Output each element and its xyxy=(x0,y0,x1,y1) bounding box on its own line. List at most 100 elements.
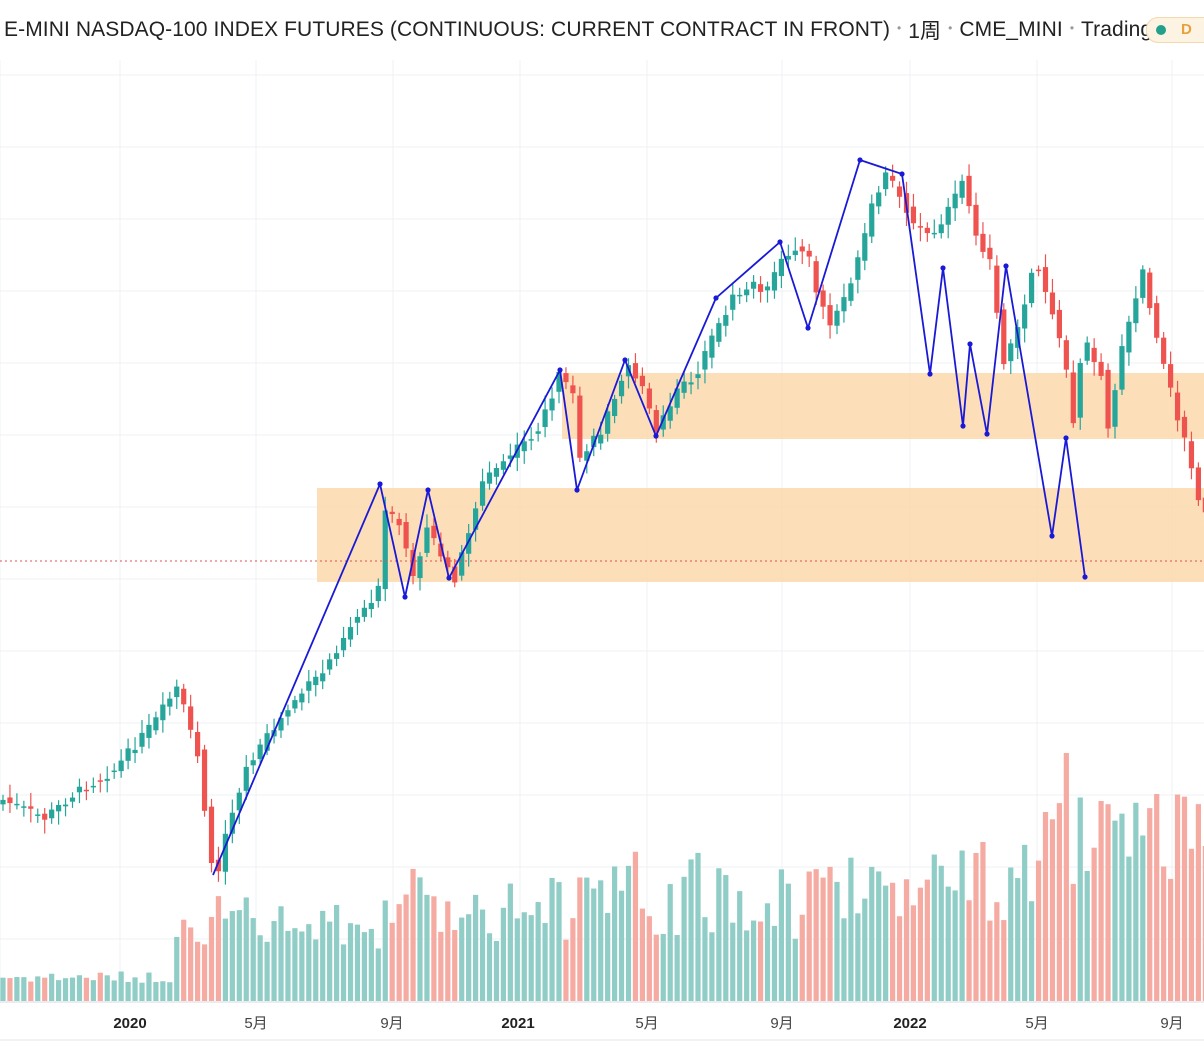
volume-bar-up xyxy=(702,917,708,1001)
volume-bar-up xyxy=(222,918,228,1001)
candle-body-down xyxy=(563,373,569,383)
candle-body-down xyxy=(389,511,395,515)
volume-bar-up xyxy=(1015,878,1021,1001)
volume-bar-up xyxy=(424,894,430,1001)
trend-pivot-point xyxy=(927,371,933,377)
volume-bar-down xyxy=(1063,753,1069,1001)
volume-bar-up xyxy=(848,857,854,1001)
volume-bar-up xyxy=(340,944,347,1001)
interval-label[interactable]: 1周 xyxy=(908,20,942,43)
volume-bar-up xyxy=(21,977,27,1001)
candle-body-down xyxy=(1154,303,1160,338)
header-separator: • xyxy=(897,21,902,35)
candle-body-down xyxy=(966,175,972,207)
candle-body-up xyxy=(76,786,83,793)
volume-bar-up xyxy=(466,914,472,1001)
market-status-badge[interactable]: D xyxy=(1146,17,1204,43)
candle-body-up xyxy=(834,310,840,326)
candle-body-down xyxy=(1070,372,1076,424)
candle-body-down xyxy=(632,363,639,379)
candle-body-up xyxy=(674,388,680,408)
volume-bar-up xyxy=(764,903,771,1001)
candle-body-up xyxy=(771,272,778,291)
candle-body-down xyxy=(827,305,833,326)
trend-pivot-point xyxy=(377,481,383,487)
volume-bar-up xyxy=(938,865,944,1001)
candle-body-up xyxy=(14,803,20,806)
time-axis-tick-label: 9月 xyxy=(380,1015,403,1032)
candle-body-down xyxy=(1001,309,1007,365)
candle-body-up xyxy=(778,258,784,277)
candle-body-up xyxy=(285,710,291,717)
volume-bar-down xyxy=(973,852,979,1001)
volume-bar-up xyxy=(236,910,242,1001)
volume-bar-down xyxy=(83,977,89,1001)
candle-body-up xyxy=(160,704,166,721)
time-axis-tick-label: 2020 xyxy=(113,1015,146,1032)
volume-bar-up xyxy=(625,865,632,1001)
candle-body-up xyxy=(855,257,861,280)
volume-bar-down xyxy=(208,916,215,1001)
volume-bar-up xyxy=(250,918,256,1001)
candle-body-down xyxy=(1188,441,1195,469)
candle-body-up xyxy=(841,297,847,312)
candlesticks xyxy=(0,164,1204,885)
volume-bar-up xyxy=(862,898,868,1001)
candle-body-up xyxy=(549,398,555,411)
trend-pivot-point xyxy=(622,357,628,363)
candle-body-up xyxy=(292,700,298,709)
candle-body-down xyxy=(757,284,764,292)
volume-bar-down xyxy=(1188,848,1195,1001)
candle-body-up xyxy=(236,792,242,811)
candle-body-up xyxy=(375,585,381,602)
candle-body-up xyxy=(660,415,666,430)
candle-body-up xyxy=(695,374,701,379)
candle-body-up xyxy=(1133,298,1139,324)
candle-body-up xyxy=(35,814,41,816)
volume-bar-up xyxy=(368,928,374,1001)
candle-body-up xyxy=(250,760,256,766)
volume-bar-up xyxy=(313,939,319,1001)
chart-header: E-MINI NASDAQ-100 INDEX FUTURES (CONTINU… xyxy=(0,0,1204,60)
candle-body-up xyxy=(313,676,319,686)
candle-body-up xyxy=(473,508,479,530)
volume-bar-up xyxy=(90,980,96,1001)
volume-bar-up xyxy=(334,904,340,1001)
candle-body-up xyxy=(229,812,235,834)
volume-bar-down xyxy=(910,905,917,1001)
volume-bar-up xyxy=(174,936,180,1001)
candle-body-down xyxy=(1049,292,1056,315)
candle-body-up xyxy=(869,203,875,237)
time-axis-tick-label: 5月 xyxy=(244,1015,267,1032)
volume-bar-up xyxy=(111,980,117,1001)
candle-body-up xyxy=(222,833,228,872)
candle-body-up xyxy=(883,172,889,190)
volume-bar-up xyxy=(514,918,520,1001)
candle-body-up xyxy=(21,806,27,808)
symbol-title[interactable]: E-MINI NASDAQ-100 INDEX FUTURES (CONTINU… xyxy=(4,18,891,41)
candle-body-up xyxy=(1112,390,1118,427)
volume-bar-up xyxy=(730,922,736,1001)
volume-bar-down xyxy=(813,869,819,1001)
candle-body-down xyxy=(181,688,187,705)
candle-body-down xyxy=(910,206,917,224)
volume-bar-up xyxy=(264,941,270,1001)
trend-pivot-point xyxy=(940,265,946,271)
volume-bar-up xyxy=(709,932,715,1001)
volume-bar-down xyxy=(924,879,930,1001)
candle-body-up xyxy=(69,797,76,802)
volume-bar-down xyxy=(410,868,416,1001)
volume-bar-up xyxy=(35,976,41,1001)
volume-bar-up xyxy=(1084,870,1090,1001)
volume-bar-up xyxy=(375,948,381,1001)
volume-bar-up xyxy=(62,978,69,1001)
volume-bar-down xyxy=(1202,846,1204,1001)
volume-bar-down xyxy=(917,887,923,1001)
volume-bar-down xyxy=(577,877,583,1001)
volume-bar-up xyxy=(1140,835,1146,1001)
volume-bar-up xyxy=(695,852,701,1001)
candle-body-up xyxy=(347,627,354,640)
volume-bar-up xyxy=(320,910,326,1001)
trend-pivot-point xyxy=(960,423,966,429)
